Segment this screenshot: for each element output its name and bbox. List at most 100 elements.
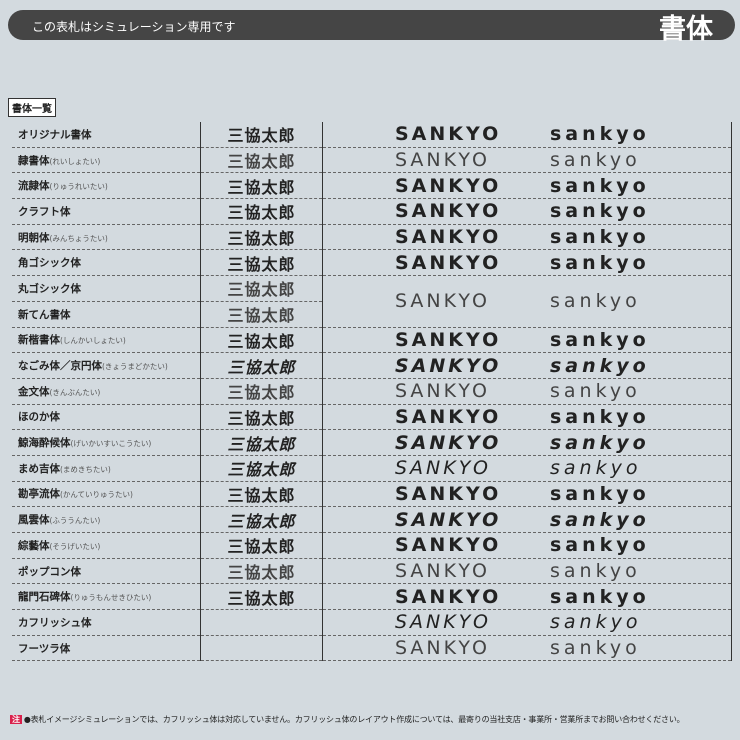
roman-sample: SANKYO sankyo — [322, 583, 732, 611]
uppercase-sample: SANKYO — [395, 457, 491, 480]
lowercase-sample: sankyo — [550, 251, 650, 274]
roman-sample: SANKYO sankyo — [322, 352, 732, 379]
font-name: 龍門石碑体(りゅうもんせきひたい) — [12, 583, 201, 611]
font-name: フーツラ体 — [12, 635, 201, 662]
font-name: 風雲体(ふううんたい) — [12, 506, 201, 533]
lowercase-sample: sankyo — [550, 611, 642, 634]
lowercase-sample: sankyo — [550, 431, 650, 454]
roman-sample: SANKYO sankyo — [322, 378, 732, 405]
font-list-caption: 書体一覧 — [8, 98, 56, 117]
uppercase-sample: SANKYO — [395, 354, 502, 377]
font-name: ほのか体 — [12, 404, 201, 431]
font-row: ほのか体 三協太郎 SANKYO sankyo — [12, 404, 732, 431]
roman-sample: SANKYO sankyo — [322, 172, 732, 200]
font-reading: (りゅうれいたい) — [49, 182, 108, 192]
font-name-text: なごみ体／京円体 — [18, 360, 102, 373]
uppercase-sample: SANKYO — [395, 431, 502, 454]
roman-sample: SANKYO sankyo — [322, 429, 732, 456]
lowercase-sample: sankyo — [550, 149, 641, 172]
kanji-sample: 三協太郎 — [200, 481, 323, 508]
font-row: 綜藝体(そうげいたい) 三協太郎 SANKYO sankyo — [12, 532, 732, 559]
lowercase-sample: sankyo — [550, 482, 650, 505]
font-reading: (かんていりゅうたい) — [60, 490, 133, 500]
font-reading: (げいかいすいこうたい) — [70, 439, 152, 449]
kanji-sample — [200, 609, 323, 636]
uppercase-sample: SANKYO — [395, 508, 502, 531]
uppercase-sample: SANKYO — [395, 174, 502, 197]
font-row: 金文体(きんぶんたい) 三協太郎 SANKYO sankyo — [12, 378, 732, 405]
font-name-text: まめ吉体 — [18, 462, 60, 475]
lowercase-sample: sankyo — [550, 585, 650, 608]
roman-sample: SANKYO sankyo — [322, 249, 732, 277]
font-name: 新楷書体(しんかいしょたい) — [12, 327, 201, 354]
kanji-sample: 三協太郎 — [200, 301, 323, 328]
roman-sample: SANKYO sankyo — [322, 558, 732, 585]
lowercase-sample: sankyo — [550, 405, 650, 428]
uppercase-sample: SANKYO — [395, 226, 502, 249]
roman-sample: SANKYO sankyo — [322, 327, 732, 354]
lowercase-sample: sankyo — [550, 457, 642, 480]
lowercase-sample: sankyo — [550, 380, 641, 403]
font-name-text: ほのか体 — [18, 411, 60, 424]
lowercase-sample: sankyo — [550, 328, 650, 351]
font-reading: (きんぶんたい) — [49, 387, 101, 397]
font-name-text: フーツラ体 — [18, 642, 71, 655]
font-row: オリジナル書体 三協太郎 SANKYO sankyo — [12, 122, 732, 148]
kanji-sample: 三協太郎 — [200, 455, 323, 482]
uppercase-sample: SANKYO — [395, 200, 502, 223]
font-reading: (れいしょたい) — [49, 156, 101, 166]
font-row: なごみ体／京円体(きょうまどかたい) 三協太郎 SANKYO sankyo — [12, 352, 732, 379]
font-reading: (まめきちたい) — [60, 464, 111, 474]
roman-sample: SANKYO sankyo — [322, 198, 732, 225]
simulation-notice: この表札はシミュレーション専用です — [32, 20, 236, 34]
font-name-text: 鯨海酔候体 — [18, 437, 71, 450]
font-name-text: 龍門石碑体 — [18, 591, 71, 604]
font-name: ポップコン体 — [12, 558, 201, 585]
font-name-text: 勘亭流体 — [18, 488, 60, 501]
font-name: 明朝体(みんちょうたい) — [12, 224, 201, 251]
font-row: 勘亭流体(かんていりゅうたい) 三協太郎 SANKYO sankyo — [12, 481, 732, 508]
font-name: オリジナル書体 — [12, 122, 201, 148]
font-name: 丸ゴシック体 — [12, 275, 201, 302]
kanji-sample — [200, 635, 323, 662]
font-name: 綜藝体(そうげいたい) — [12, 532, 201, 559]
uppercase-sample: SANKYO — [395, 251, 502, 274]
font-row: 新楷書体(しんかいしょたい) 三協太郎 SANKYO sankyo — [12, 327, 732, 354]
font-row: 丸ゴシック体 三協太郎 SANKYO sankyo — [12, 275, 732, 328]
font-row: 角ゴシック体 三協太郎 SANKYO sankyo — [12, 249, 732, 277]
lowercase-sample: sankyo — [550, 534, 650, 557]
lowercase-sample: sankyo — [550, 560, 641, 583]
uppercase-sample: SANKYO — [395, 611, 491, 634]
font-name: 新てん書体 — [12, 301, 201, 328]
font-row: 新てん書体 三協太郎 — [12, 301, 732, 328]
kanji-sample: 三協太郎 — [200, 275, 323, 302]
font-name: 流隷体(りゅうれいたい) — [12, 172, 201, 200]
font-name-text: 新楷書体 — [18, 334, 60, 347]
uppercase-sample: SANKYO — [395, 149, 490, 172]
kanji-sample: 三協太郎 — [200, 249, 323, 277]
font-name-text: 丸ゴシック体 — [18, 282, 81, 295]
roman-sample: SANKYO sankyo — [322, 275, 732, 328]
footnote-text: ●表札イメージシミュレーションでは、カフリッシュ体は対応していません。カフリッシ… — [23, 715, 685, 724]
roman-sample: SANKYO sankyo — [322, 506, 732, 533]
note-badge: 注 — [10, 715, 22, 724]
roman-sample: SANKYO sankyo — [322, 147, 732, 174]
font-table: オリジナル書体 三協太郎 SANKYO sankyo 隷書体(れいしょたい) 三協太郎 SA… — [12, 122, 732, 662]
font-name: まめ吉体(まめきちたい) — [12, 455, 201, 482]
kanji-sample: 三協太郎 — [200, 224, 323, 251]
font-name: なごみ体／京円体(きょうまどかたい) — [12, 352, 201, 379]
font-reading: (きょうまどかたい) — [102, 362, 168, 372]
kanji-sample: 三協太郎 — [200, 532, 323, 559]
roman-sample: SANKYO sankyo — [322, 609, 732, 636]
kanji-sample: 三協太郎 — [200, 172, 323, 200]
font-name-text: ポップコン体 — [18, 565, 81, 578]
roman-sample: SANKYO sankyo — [322, 122, 732, 148]
font-row: カフリッシュ体 SANKYO sankyo — [12, 609, 732, 636]
kanji-sample: 三協太郎 — [200, 327, 323, 354]
uppercase-sample: SANKYO — [395, 405, 502, 428]
font-row: 龍門石碑体(りゅうもんせきひたい) 三協太郎 SANKYO sankyo — [12, 583, 732, 611]
lowercase-sample: sankyo — [550, 290, 641, 313]
lowercase-sample: sankyo — [550, 354, 650, 377]
kanji-sample: 三協太郎 — [200, 198, 323, 225]
font-row: 風雲体(ふううんたい) 三協太郎 SANKYO sankyo — [12, 506, 732, 533]
